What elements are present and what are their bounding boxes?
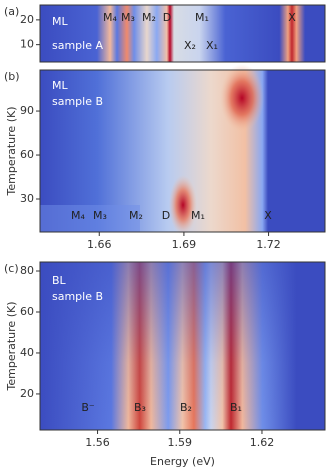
annotation: X — [264, 209, 272, 222]
panel-label: (b) — [4, 70, 20, 83]
annotation: M₃ — [121, 11, 135, 24]
y-tick-label: 40 — [20, 346, 34, 359]
annotation: M₂ — [142, 11, 156, 24]
annotation: M₂ — [129, 209, 143, 222]
annotation: M₄ — [103, 11, 117, 24]
x-tick-label: 1.56 — [85, 436, 110, 449]
x-axis-label: Energy (eV) — [150, 455, 215, 468]
heatmap-peak — [169, 175, 197, 235]
heatmap-edge — [40, 205, 140, 232]
x-tick-label: 1.62 — [250, 436, 275, 449]
annotation: B⁻ — [81, 401, 95, 414]
annotation: B₁ — [230, 401, 242, 414]
x-tick-label: 1.59 — [168, 436, 193, 449]
y-tick-label: 20 — [20, 387, 34, 400]
annotation: X — [288, 11, 296, 24]
annotation: M₃ — [93, 209, 107, 222]
annotation: D — [163, 11, 171, 24]
annotation: sample B — [52, 95, 103, 108]
heatmap-fade — [40, 262, 325, 430]
annotation: B₃ — [134, 401, 146, 414]
heatmap — [40, 5, 325, 62]
annotation: B₂ — [180, 401, 192, 414]
y-tick-label: 60 — [20, 305, 34, 318]
y-axis-label: Temperature (K) — [5, 107, 18, 197]
plot-frame — [39, 261, 326, 431]
annotation: M₁ — [191, 209, 205, 222]
annotation: sample A — [52, 39, 103, 52]
x-tick-label: 1.66 — [87, 238, 112, 251]
y-tick-label: 10 — [20, 38, 34, 51]
annotation: X₂ — [184, 39, 196, 52]
y-axis-label: Temperature (K) — [5, 302, 18, 392]
y-tick-label: 20 — [20, 13, 34, 26]
plot-frame — [39, 4, 326, 63]
annotation: ML — [52, 79, 68, 92]
panel-label: (a) — [4, 5, 19, 18]
annotation: sample B — [52, 290, 103, 303]
y-tick-label: 90 — [20, 104, 34, 117]
annotation: D — [162, 209, 170, 222]
y-tick-label: 60 — [20, 148, 34, 161]
plot-frame — [39, 69, 326, 233]
annotation: M₁ — [195, 11, 209, 24]
x-tick-label: 1.72 — [256, 238, 281, 251]
y-tick-label: 30 — [20, 192, 34, 205]
y-tick-label: 80 — [20, 264, 34, 277]
heatmap-peak — [220, 64, 264, 132]
annotation: BL — [52, 274, 67, 287]
annotation: M₄ — [71, 209, 85, 222]
panel-label: (c) — [4, 262, 19, 275]
annotation: ML — [52, 15, 68, 28]
annotation: X₁ — [206, 39, 218, 52]
x-tick-label: 1.69 — [172, 238, 197, 251]
